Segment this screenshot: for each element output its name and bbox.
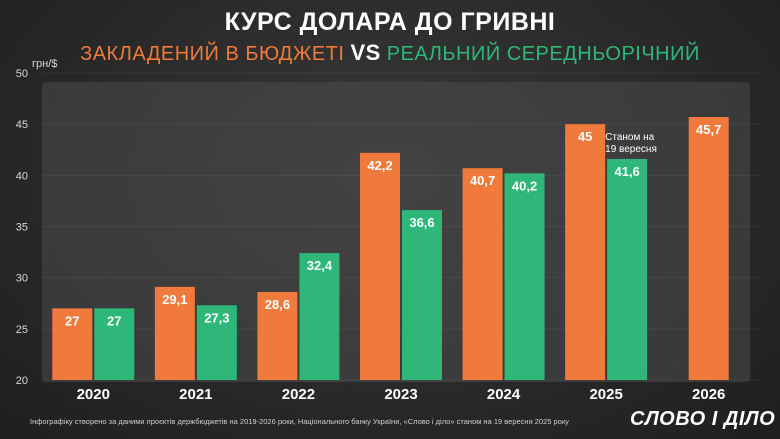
chart-subtitle: ЗАКЛАДЕНИЙ В БЮДЖЕТІ VS РЕАЛЬНИЙ СЕРЕДНЬОР… <box>0 40 780 66</box>
y-tick-label: 30 <box>16 273 28 285</box>
y-tick-label: 35 <box>16 222 28 234</box>
bar-budget <box>688 117 729 381</box>
bar-budget <box>257 291 298 380</box>
subtitle-vs: VS <box>350 40 381 65</box>
y-tick-label: 50 <box>16 68 28 80</box>
data-label-budget: 45 <box>578 129 592 144</box>
bar-budget <box>360 152 400 380</box>
data-label-budget: 40,7 <box>470 173 495 188</box>
y-tick-label: 25 <box>16 324 28 336</box>
data-label-budget: 27 <box>65 313 79 328</box>
data-label-budget: 29,1 <box>162 292 187 307</box>
x-tick-label: 2020 <box>77 386 110 403</box>
y-tick-label: 40 <box>16 170 28 182</box>
data-label-actual: 32,4 <box>307 258 333 273</box>
bar-actual <box>299 253 340 380</box>
chart-title: КУРС ДОЛАРА ДО ГРИВНІ <box>224 8 556 36</box>
x-tick-label: 2022 <box>282 386 315 403</box>
subtitle-actual: РЕАЛЬНИЙ СЕРЕДНЬОРІЧНИЙ <box>386 43 700 65</box>
data-label-actual: 40,2 <box>512 178 537 193</box>
x-tick-label: 2023 <box>384 386 417 403</box>
bar-actual <box>196 305 237 380</box>
x-tick-label: 2025 <box>589 386 622 403</box>
data-label-actual: 27,3 <box>204 310 229 325</box>
bar-budget <box>52 308 93 380</box>
y-tick-label: 45 <box>16 119 28 131</box>
x-tick-label: 2021 <box>179 386 212 403</box>
bar-budget <box>565 124 606 381</box>
x-tick-label: 2026 <box>692 386 725 403</box>
annotation-as-of: Станом на 19 вересня <box>605 132 657 156</box>
bar-actual <box>94 308 135 380</box>
bar-budget <box>154 286 195 380</box>
data-label-budget: 42,2 <box>367 158 392 173</box>
brand-logo: СЛОВО І ДІЛО <box>630 408 776 430</box>
x-tick-label: 2024 <box>487 386 521 403</box>
y-axis-unit-label: грн/$ <box>32 58 58 70</box>
y-tick-label: 20 <box>16 375 28 387</box>
bar-actual <box>504 173 545 380</box>
source-footnote: Інфографіку створено за даними проєктів … <box>30 417 569 426</box>
data-label-budget: 28,6 <box>265 297 290 312</box>
bar-budget <box>462 168 503 380</box>
data-label-actual: 36,6 <box>409 215 434 230</box>
bar-actual <box>402 210 442 380</box>
annotation-line-2: 19 вересня <box>605 143 657 155</box>
data-label-actual: 27 <box>107 313 121 328</box>
annotation-line-1: Станом на <box>605 131 655 143</box>
subtitle-budget: ЗАКЛАДЕНИЙ В БЮДЖЕТІ <box>80 43 345 65</box>
data-label-budget: 45,7 <box>696 122 721 137</box>
data-label-actual: 41,6 <box>614 164 639 179</box>
bar-actual <box>607 158 648 380</box>
